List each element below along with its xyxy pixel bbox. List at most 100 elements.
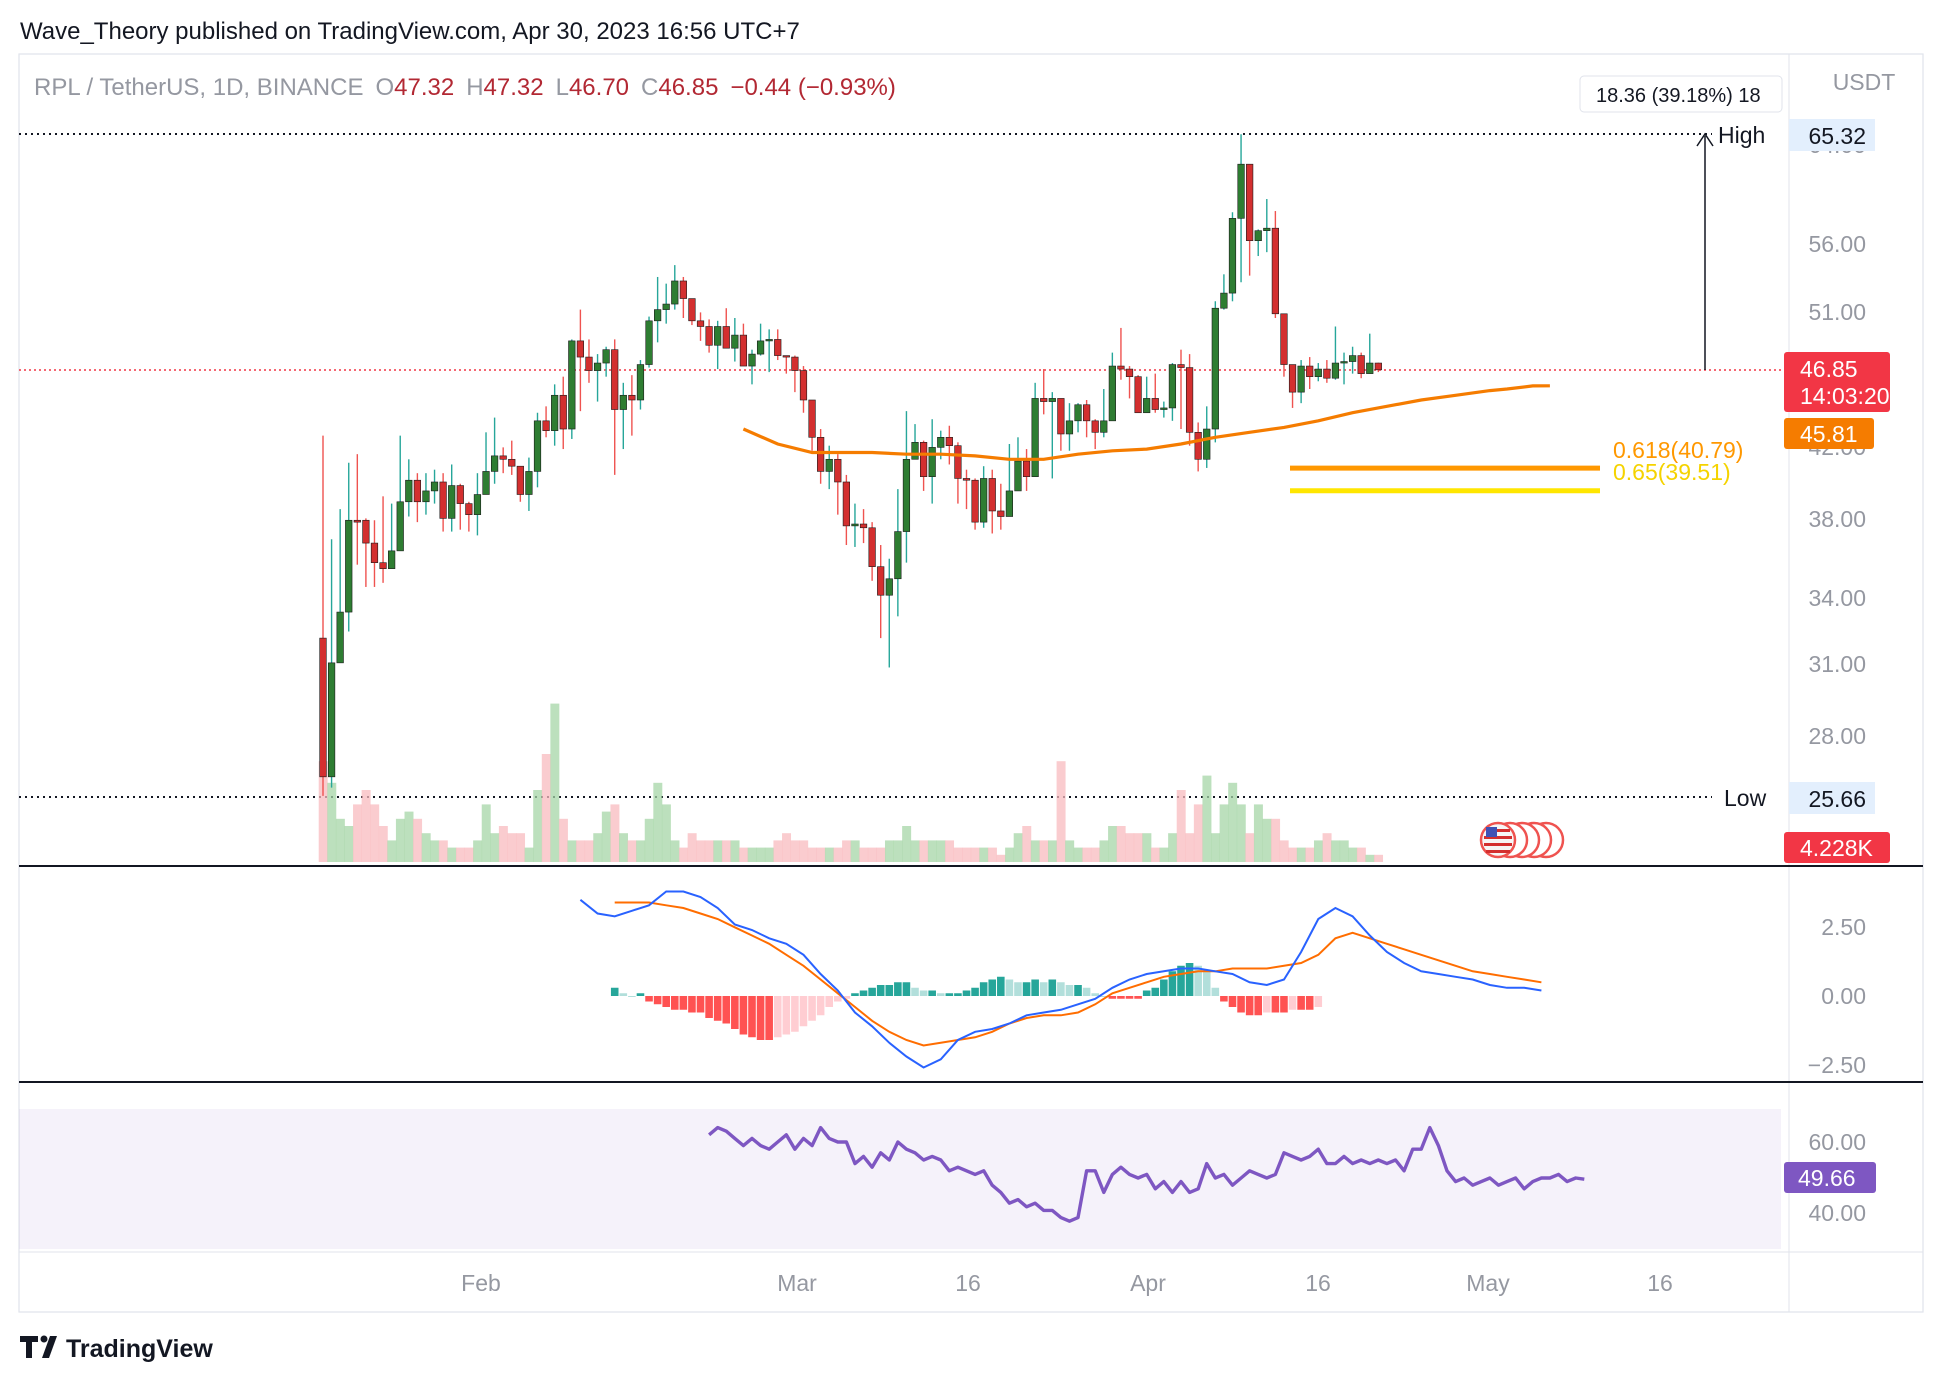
macd-hist-bar (851, 993, 859, 996)
macd-hist-bar (1228, 996, 1237, 1007)
candle (422, 473, 430, 515)
macd-hist-bar (945, 993, 954, 996)
us-flag-icon (1479, 821, 1565, 859)
economic-events[interactable] (1479, 821, 1565, 859)
rsi-line (708, 1125, 1585, 1223)
candle-body (971, 479, 979, 523)
candle (542, 406, 550, 438)
candle (954, 442, 962, 504)
candle-body (542, 420, 550, 431)
candle-body (868, 527, 876, 567)
macd-hist-bar (928, 990, 936, 996)
candle (902, 411, 911, 563)
candle (1185, 354, 1194, 446)
candle (1117, 327, 1125, 380)
macd-tick-0: 0.00 (1821, 983, 1866, 1009)
candle (962, 469, 971, 510)
candle (1263, 199, 1271, 253)
candle (456, 483, 464, 530)
candle-body (1100, 420, 1108, 433)
candle-body (885, 578, 893, 596)
candle-body (722, 326, 730, 349)
candle-body (499, 455, 507, 460)
close-value: 46.85 (658, 74, 718, 101)
candle (602, 346, 610, 377)
macd-hist-bar (1245, 996, 1254, 1016)
volume-bar (747, 847, 757, 862)
volume-bar (644, 818, 654, 862)
macd-hist-bar (936, 993, 945, 996)
macd-hist-bar (1151, 987, 1160, 996)
macd-hist-bar (1254, 996, 1263, 1016)
moving-average-series (742, 384, 1550, 461)
candle-body (533, 420, 542, 472)
high-value-box (1789, 119, 1875, 151)
candle-body (817, 437, 825, 472)
candle (1031, 382, 1039, 477)
volume-bar (979, 847, 989, 862)
volume-bar (653, 782, 663, 862)
candle-body (379, 562, 387, 569)
candle (808, 399, 816, 451)
macd-hist-bar (1211, 987, 1220, 996)
volume-bar (438, 840, 448, 862)
countdown-value: 14:03:20 (1800, 383, 1890, 409)
macd-hist-bar (1039, 982, 1048, 996)
x-tick-feb: Feb (461, 1270, 501, 1296)
macd-hist-bar (1177, 965, 1185, 996)
candle (448, 464, 456, 532)
candle-body (636, 364, 645, 401)
candle (842, 474, 850, 546)
macd-hist-bar (679, 996, 688, 1010)
candle-body (739, 334, 748, 367)
candle (1134, 375, 1142, 414)
volume-bar (1159, 847, 1169, 862)
candle-body (1237, 163, 1245, 219)
macd-hist-bar (1237, 996, 1245, 1013)
volume-bar (859, 847, 869, 862)
macd-hist-bar (748, 996, 756, 1038)
candle (508, 440, 516, 475)
volume-bar (1253, 804, 1263, 862)
candle-body (1357, 355, 1365, 374)
price-range-measure[interactable]: 18.36 (39.18%) 18 (1579, 75, 1783, 370)
macd-hist-bar (1280, 996, 1288, 1013)
candle-body (1211, 307, 1219, 430)
candle (1271, 211, 1279, 318)
candle-body (568, 340, 576, 430)
candle (1211, 301, 1219, 443)
volume-bar (910, 840, 920, 862)
candle (868, 522, 876, 581)
change-value: −0.44 (−0.93%) (730, 74, 895, 101)
volume-bar (610, 804, 620, 862)
macd-signal-line (614, 901, 1542, 1047)
volume-bar (344, 826, 354, 862)
candle-body (1271, 227, 1279, 315)
y-tick-56: 56.00 (1808, 231, 1866, 257)
candle (997, 483, 1005, 530)
volume-bar (550, 703, 560, 862)
candle (1314, 363, 1322, 382)
candle-body (1254, 230, 1262, 242)
macd-hist-bar (979, 982, 988, 996)
candle-body (559, 394, 567, 430)
macd-hist-bar (619, 993, 628, 996)
candle (576, 309, 584, 412)
volume-bar (721, 840, 731, 862)
candle-body (353, 519, 361, 523)
volume-bar (1176, 790, 1186, 862)
fib-levels[interactable]: 0.618(40.79) 0.65(39.51) (1290, 437, 1743, 494)
candle-body (962, 478, 971, 481)
candle-body (902, 458, 911, 532)
candle-body (1065, 420, 1074, 435)
volume-bar (447, 847, 457, 862)
volume-bar (455, 847, 465, 862)
volume-bar (533, 790, 543, 862)
candle (1237, 134, 1245, 283)
candle-body (1074, 404, 1082, 422)
candlestick-series (319, 134, 1382, 796)
candle (1340, 352, 1348, 385)
volume-bar (1150, 847, 1160, 862)
candle (593, 354, 602, 402)
candle-body (825, 458, 833, 472)
